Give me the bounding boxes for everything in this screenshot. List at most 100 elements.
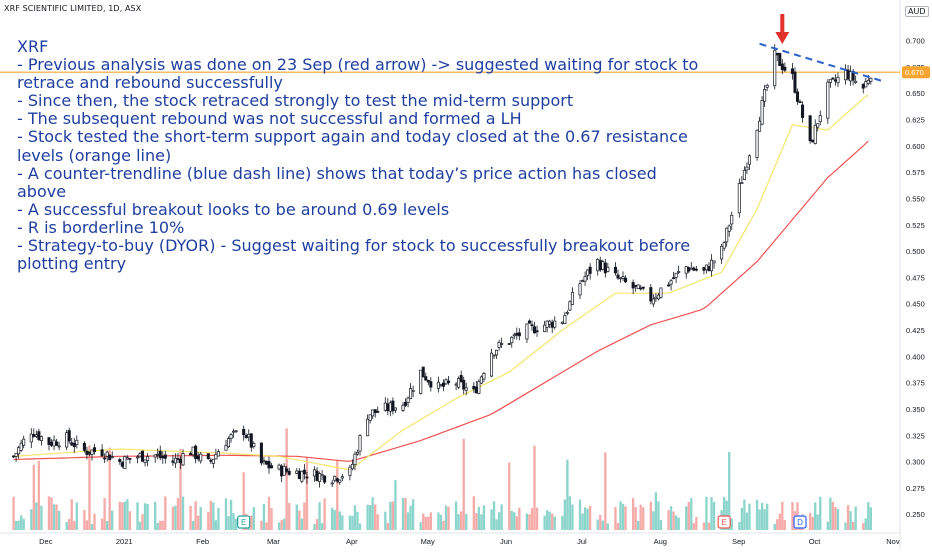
volume-bar [695, 517, 697, 530]
volume-bar [571, 505, 573, 530]
volume-bar [566, 460, 568, 530]
candle [356, 452, 358, 454]
candle [101, 450, 103, 456]
volume-bar [513, 512, 515, 530]
candle [720, 246, 722, 259]
candle [55, 442, 57, 446]
volume-bar [139, 522, 141, 530]
x-tick-label: Feb [196, 537, 209, 546]
volume-bar [705, 497, 707, 530]
candle [493, 355, 495, 356]
currency-badge[interactable]: AUD [905, 6, 929, 17]
volume-bar [280, 520, 282, 530]
volume-bar [672, 511, 674, 530]
candle [263, 460, 265, 461]
volume-bar [604, 452, 606, 530]
volume-bar [685, 506, 687, 530]
candle [551, 322, 553, 327]
candle [581, 281, 583, 282]
volume-bar [268, 497, 270, 530]
candle [76, 440, 78, 444]
candle [217, 452, 219, 456]
volume-bar [15, 521, 17, 530]
candle [430, 382, 432, 387]
volume-bar [480, 514, 482, 530]
volume-bar [746, 513, 748, 530]
x-tick-label: May [421, 537, 435, 546]
volume-bar [819, 497, 821, 530]
candle [566, 312, 568, 313]
candle [349, 467, 351, 475]
volume-bar [536, 508, 538, 530]
candle [384, 403, 386, 410]
volume-bar [445, 505, 447, 530]
volume-bar [763, 509, 765, 530]
volume-bar [58, 511, 60, 530]
candle [111, 457, 113, 458]
analysis-notes: XRF - Previous analysis was done on 23 S… [17, 38, 707, 273]
volume-bar [500, 504, 502, 530]
volume-bar [371, 497, 373, 530]
candle [518, 333, 520, 336]
volume-bar [670, 506, 672, 530]
candle [253, 443, 255, 446]
candle [801, 105, 803, 118]
candle [796, 92, 798, 102]
candle [776, 53, 778, 55]
volume-bar [35, 503, 37, 530]
volume-bar [586, 509, 588, 530]
candle [763, 89, 765, 101]
volume-bar [526, 513, 528, 530]
candle [819, 116, 821, 122]
candle [726, 228, 728, 242]
candle [141, 451, 143, 461]
volume-bar [549, 512, 551, 530]
candle [784, 67, 786, 70]
candle [445, 380, 447, 384]
volume-bar [619, 501, 621, 530]
volume-bar [677, 518, 679, 530]
volume-bar [55, 504, 57, 530]
candle [369, 415, 371, 421]
candle [655, 297, 657, 298]
volume-bar [288, 503, 290, 530]
volume-bar [389, 502, 391, 530]
volume-bar [634, 507, 636, 530]
candle [336, 479, 338, 482]
candle [513, 335, 515, 336]
candle [571, 293, 573, 305]
candle [296, 471, 298, 473]
volume-bar [809, 513, 811, 530]
candle [162, 456, 164, 458]
candle [632, 282, 634, 288]
candle [387, 404, 389, 411]
volume-bar [189, 506, 191, 530]
volume-bar [844, 523, 846, 530]
candle [781, 64, 783, 70]
candle [569, 302, 571, 310]
last-price-label: 0.670 [905, 68, 924, 77]
candle [710, 260, 712, 271]
volume-bar [710, 497, 712, 530]
volume-bar [76, 503, 78, 530]
candle [854, 81, 856, 82]
candle [748, 156, 750, 164]
candle [23, 439, 25, 445]
volume-bar [425, 517, 427, 530]
candle [465, 388, 467, 391]
candle [71, 443, 73, 445]
volume-bar [531, 508, 533, 530]
volume-bar [384, 512, 386, 530]
y-tick-label: 0.250 [906, 510, 925, 519]
volume-bar [404, 498, 406, 530]
volume-bar [422, 514, 424, 530]
volume-bar [124, 502, 126, 530]
y-tick-label: 0.625 [906, 116, 925, 125]
volume-bar [392, 501, 394, 530]
volume-bar [86, 520, 88, 530]
candle [50, 442, 52, 445]
x-tick-label: 2021 [116, 537, 133, 546]
candle [15, 453, 17, 456]
candle [207, 454, 209, 459]
volume-bar [561, 516, 563, 530]
